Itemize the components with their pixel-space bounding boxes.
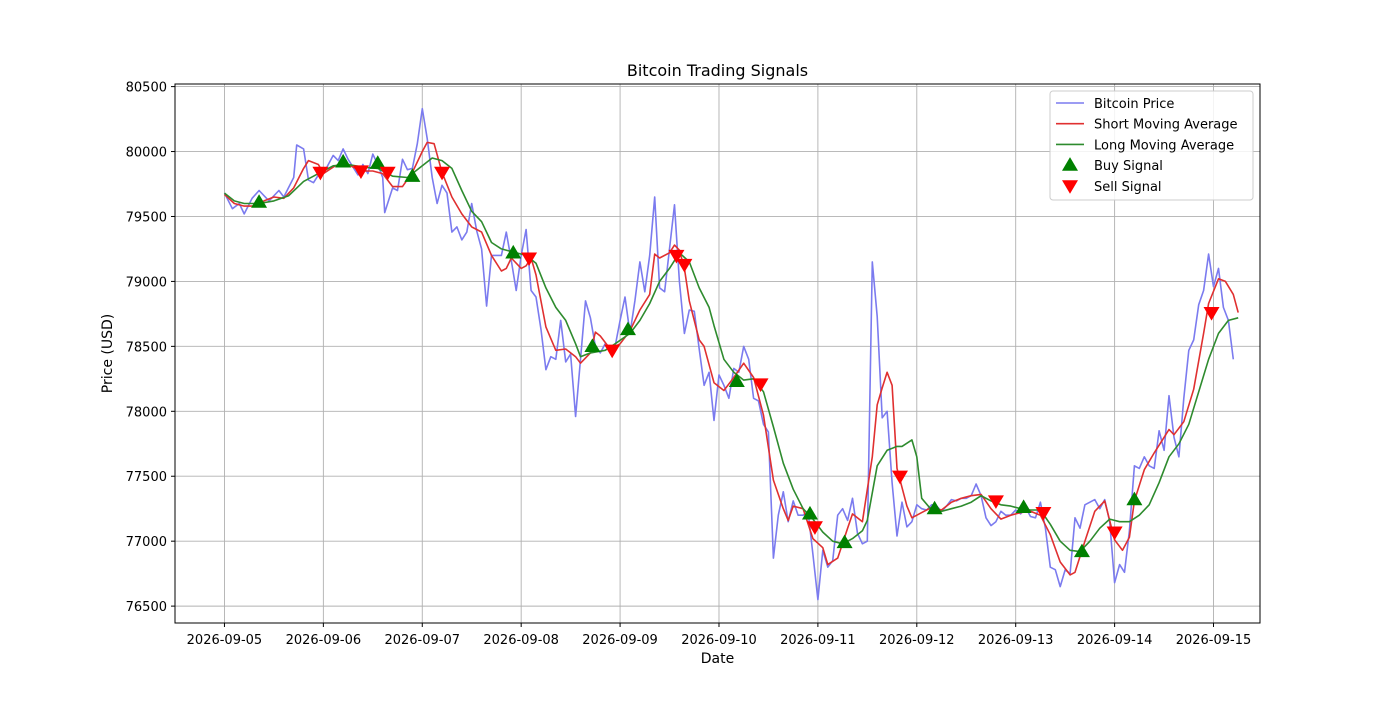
x-axis-label: Date [701, 651, 734, 667]
x-tick-label: 2026-09-07 [384, 633, 460, 648]
sell-signal-marker [1203, 306, 1220, 321]
buy-signal-marker [836, 534, 853, 549]
y-tick-label: 76500 [126, 600, 167, 615]
sell-signal-marker [521, 252, 538, 267]
y-tick-label: 79000 [126, 275, 167, 290]
y-tick-label: 79500 [126, 210, 167, 225]
x-tick-label: 2026-09-15 [1176, 633, 1252, 648]
marker-layer [251, 153, 1220, 558]
x-tick-label: 2026-09-06 [286, 633, 362, 648]
buy-signal-marker [801, 505, 818, 520]
sell-signal-marker [1106, 526, 1123, 541]
y-tick-label: 77500 [126, 470, 167, 485]
sell-signal-marker [752, 378, 769, 393]
legend-buy-signal-swatch [1062, 157, 1078, 171]
tick-layer: 2026-09-05 2026-09-06 2026-09-07 2026-09-08… [126, 81, 1252, 648]
buy-signal-marker [335, 153, 352, 168]
sell-signal-marker [1035, 507, 1052, 521]
sell-signal-marker [987, 495, 1004, 509]
x-tick-label: 2026-09-09 [582, 633, 658, 648]
sell-signal-marker [352, 165, 369, 180]
sell-signal-marker [434, 166, 451, 181]
plot-frame [174, 83, 1261, 624]
x-tick-label: 2026-09-08 [483, 633, 559, 648]
sell-signal-marker [312, 166, 329, 181]
x-tick-label: 2026-09-05 [187, 633, 263, 648]
sell-signal-marker [379, 166, 396, 181]
x-tick-label: 2026-09-11 [780, 633, 856, 648]
sell-signal-marker [604, 344, 621, 359]
legend-box [1049, 90, 1254, 201]
y-tick-label: 78500 [126, 340, 167, 355]
sell-signal-marker [668, 249, 685, 264]
chart-title: Bitcoin Trading Signals [627, 61, 808, 80]
legend-bitcoin-price-label: Bitcoin Price [1094, 97, 1174, 112]
buy-signal-marker [584, 338, 601, 352]
buy-signal-marker [505, 244, 522, 259]
y-tick-label: 78000 [126, 405, 167, 420]
y-tick-label: 80500 [126, 81, 167, 96]
buy-signal-marker [1073, 543, 1090, 558]
sell-signal-marker [806, 521, 823, 535]
sell-signal-marker [891, 470, 908, 485]
buy-signal-marker [926, 500, 943, 515]
legend-short-moving-average-label: Short Moving Average [1094, 118, 1238, 133]
x-tick-label: 2026-09-12 [879, 633, 955, 648]
y-axis-label: Price (USD) [100, 314, 116, 393]
buy-signal-marker [369, 155, 386, 169]
legend: Bitcoin Price Short Moving Average Long Mo… [1049, 90, 1254, 201]
legend-sell-signal-label: Sell Signal [1094, 180, 1162, 195]
legend-long-moving-average-label: Long Moving Average [1094, 138, 1234, 153]
x-tick-label: 2026-09-13 [978, 633, 1054, 648]
buy-signal-marker [728, 373, 745, 388]
sell-signal-marker [676, 258, 693, 273]
y-tick-label: 77000 [126, 535, 167, 550]
legend-buy-signal-label: Buy Signal [1094, 159, 1163, 174]
long-moving-average-line [224, 157, 1239, 553]
y-tick-label: 80000 [126, 146, 167, 161]
x-tick-label: 2026-09-10 [681, 633, 757, 648]
x-tick-label: 2026-09-14 [1077, 633, 1153, 648]
buy-signal-marker [251, 194, 268, 208]
buy-signal-marker [404, 168, 421, 182]
short-moving-average-line [223, 141, 1239, 576]
buy-signal-marker [1015, 499, 1032, 514]
buy-signal-marker [1126, 491, 1143, 506]
legend-sell-signal-swatch [1062, 180, 1078, 194]
buy-signal-marker [619, 321, 636, 336]
